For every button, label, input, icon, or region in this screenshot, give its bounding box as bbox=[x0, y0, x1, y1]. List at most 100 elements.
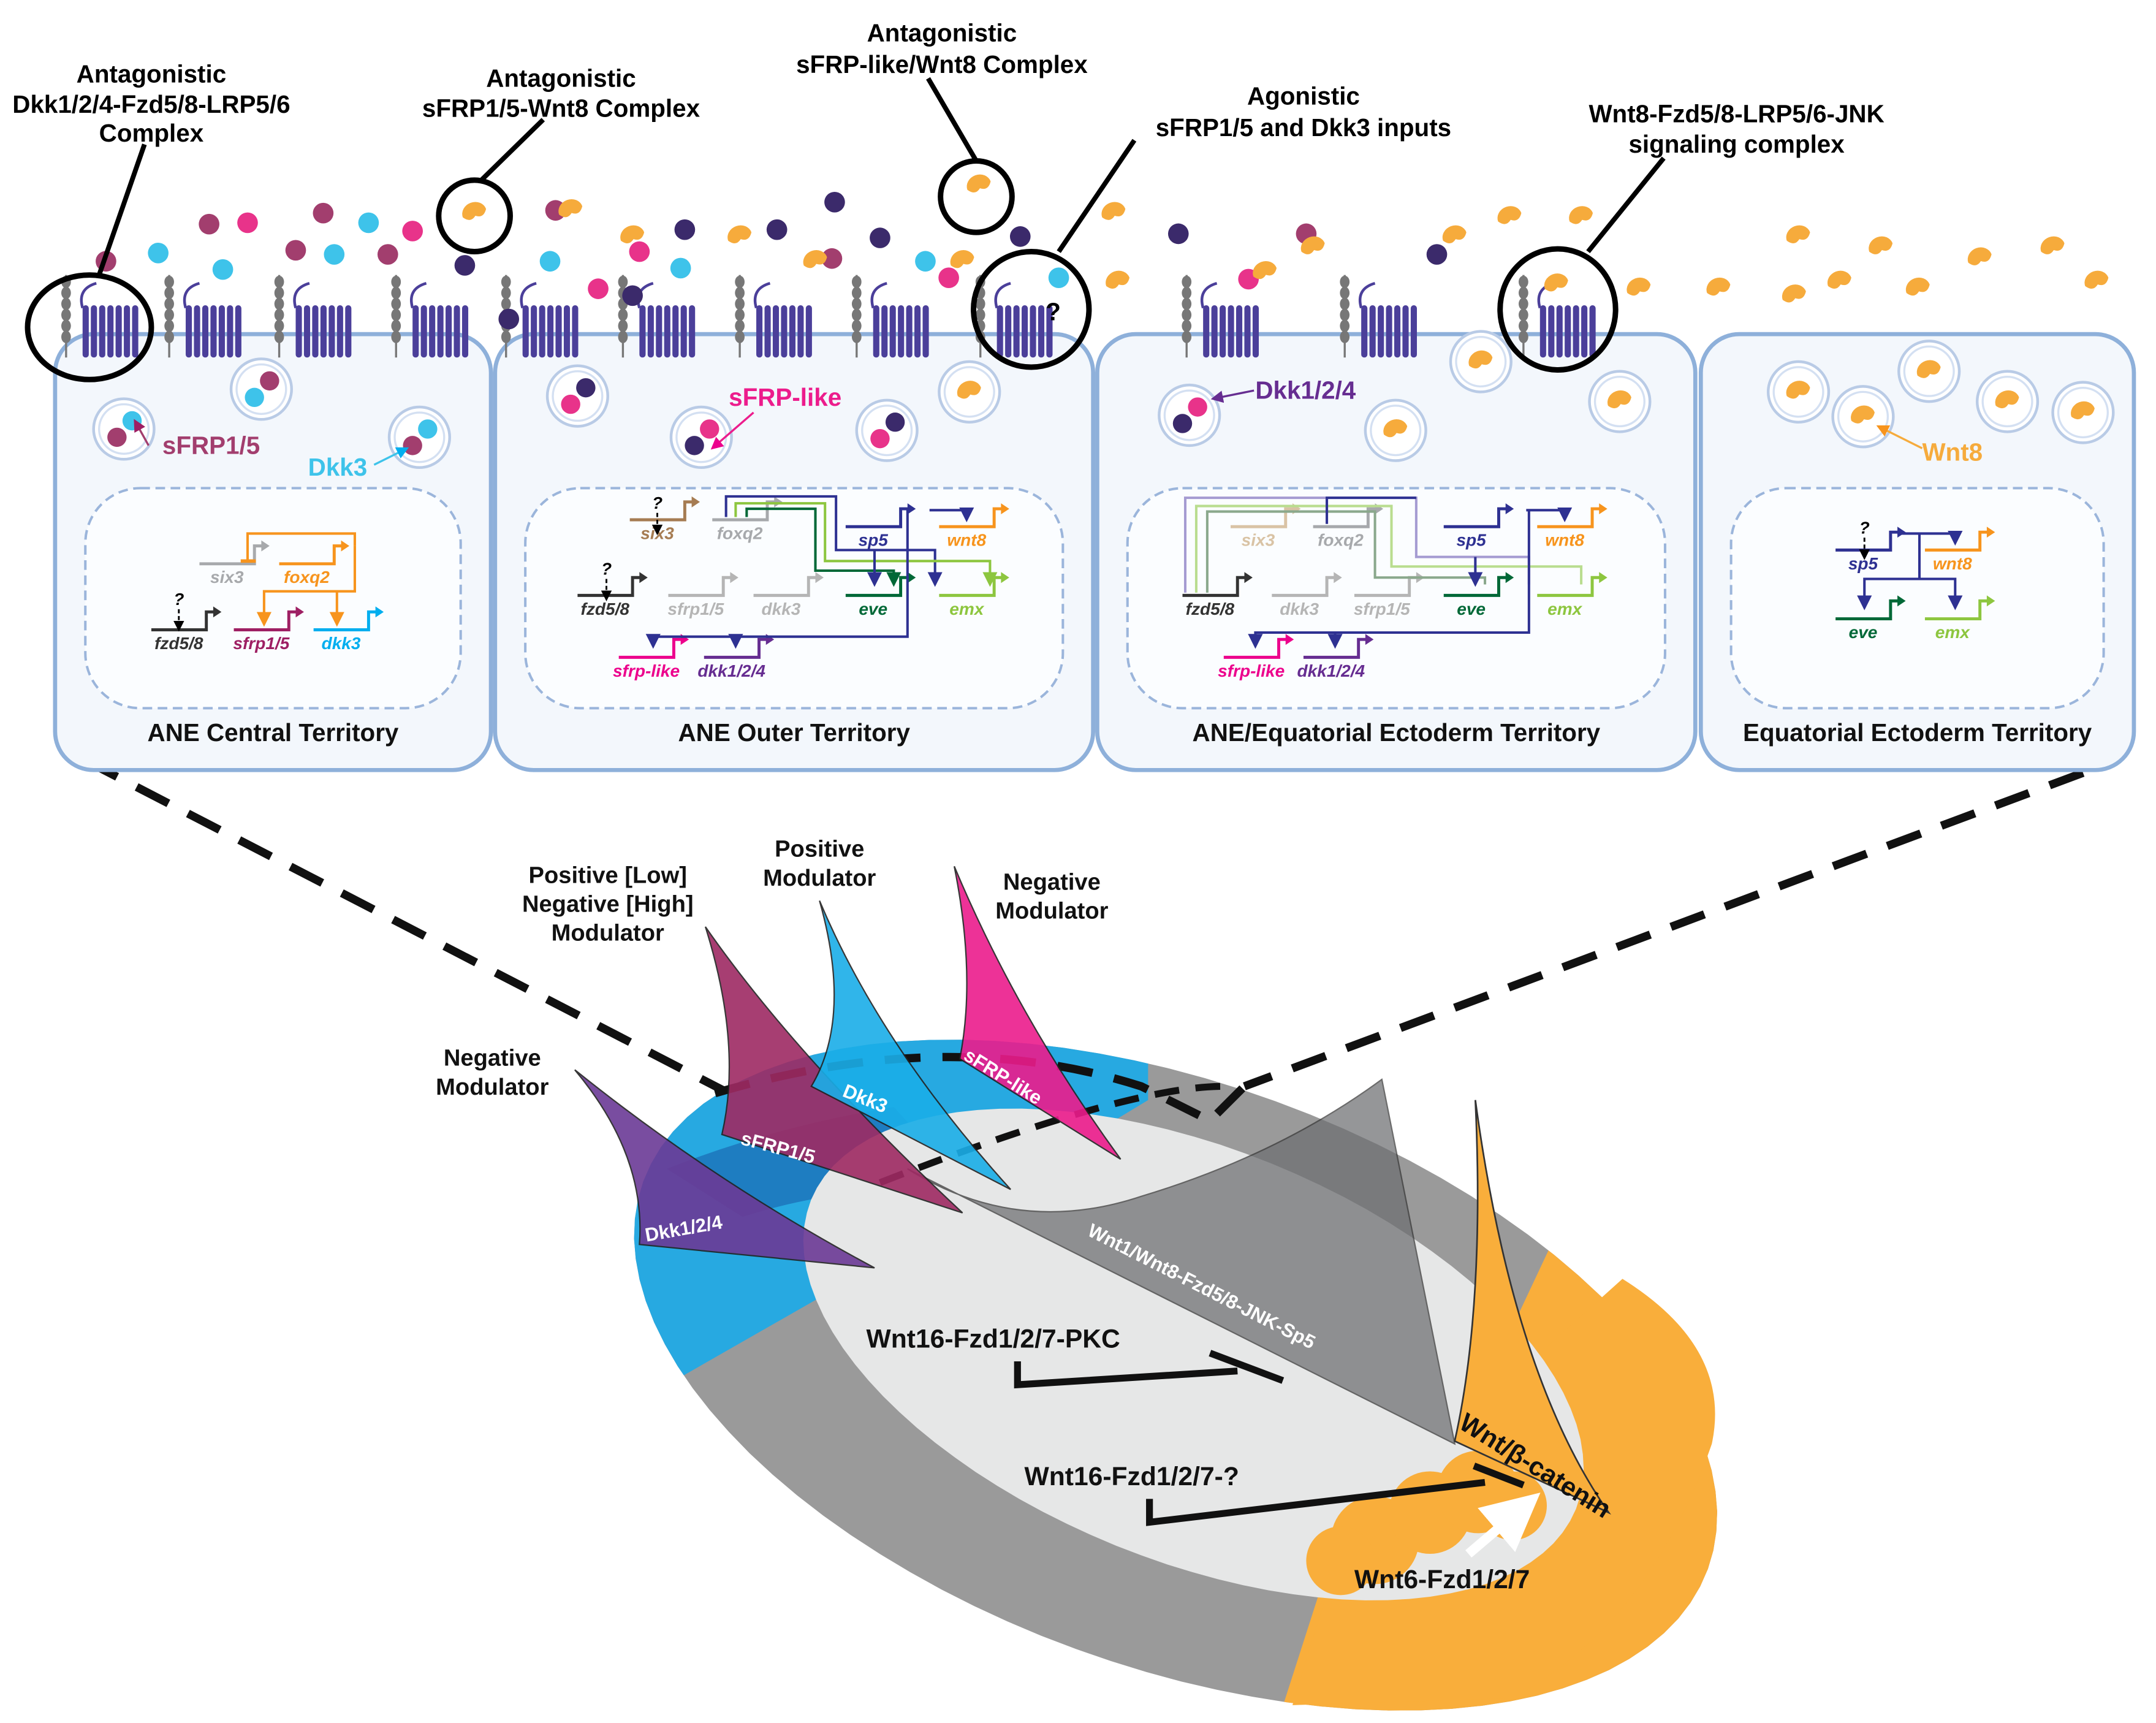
ligand-in-vesicle bbox=[1188, 397, 1207, 417]
nucleus-outline-2 bbox=[1126, 487, 1666, 710]
fzd-transmembrane-helix bbox=[461, 305, 469, 358]
callout-label-line: sFRP1/5-Wnt8 Complex bbox=[422, 94, 700, 123]
gene-promoter-six3 bbox=[199, 544, 263, 566]
vesicle-label-pointer bbox=[1210, 389, 1255, 403]
gene-arrow-icon bbox=[1599, 503, 1608, 515]
fzd-transmembrane-helix bbox=[345, 305, 352, 358]
gene-arrow-icon bbox=[1001, 503, 1009, 515]
gene-arrow-icon bbox=[375, 606, 384, 618]
vesicle-inner-ring bbox=[2057, 386, 2109, 439]
fzd-transmembrane-helix bbox=[1203, 305, 1210, 358]
fzd-transmembrane-helix bbox=[82, 305, 89, 358]
gene-arrow-icon bbox=[691, 496, 700, 508]
fzd-transmembrane-helix bbox=[1539, 305, 1546, 358]
fzd-transmembrane-helix bbox=[91, 305, 97, 358]
beta-catenin-wedge bbox=[1454, 1100, 1611, 1515]
gene-label-six3: six3 bbox=[210, 568, 244, 587]
fzd-transmembrane-helix bbox=[889, 305, 896, 358]
vesicle-inner-ring bbox=[1981, 376, 2033, 428]
gene-arrow-icon bbox=[1599, 572, 1608, 584]
wnt8-ligand bbox=[1782, 284, 1806, 303]
fzd-receptor-lrp-complex bbox=[164, 275, 241, 358]
fzd-transmembrane-helix bbox=[107, 305, 114, 358]
wnt8-ligand bbox=[2040, 236, 2065, 254]
unknown-inhibition-bar bbox=[1473, 1462, 1525, 1489]
gene-label-sp5: sp5 bbox=[1456, 531, 1486, 550]
gene-label-wnt8: wnt8 bbox=[1933, 554, 1972, 573]
fzd-receptor-lrp-complex bbox=[851, 275, 929, 358]
wnt8-ligand bbox=[966, 174, 991, 192]
gene-promoter-wnt8 bbox=[939, 507, 1003, 528]
vesicle-label-pointer bbox=[134, 419, 150, 446]
callout-circle bbox=[25, 272, 154, 382]
vesicle bbox=[92, 397, 156, 461]
fzd-transmembrane-helix bbox=[873, 305, 879, 358]
vesicle-label-wnt8: Wnt8 bbox=[1922, 438, 1983, 466]
fzd-transmembrane-helix bbox=[437, 305, 444, 358]
modulator-caption-line: Negative bbox=[444, 1045, 541, 1071]
fzd-transmembrane-helix bbox=[1252, 305, 1259, 358]
ligand-particle bbox=[148, 242, 169, 264]
modulator-wedge-3 bbox=[953, 865, 1122, 1160]
wnt8-ligand-in-vesicle bbox=[957, 381, 981, 399]
modulator-wedge-1 bbox=[704, 926, 963, 1214]
modulator-caption-line: Modulator bbox=[763, 865, 876, 891]
cell-territories: ANE Central Territory ANE Outer Territory… bbox=[53, 330, 2136, 772]
fzd-n-terminus bbox=[1358, 281, 1376, 309]
unknown-inhibition-line bbox=[1146, 1478, 1486, 1526]
gene-promoter-foxq2 bbox=[1313, 507, 1376, 528]
gene-label-six3: six3 bbox=[1242, 531, 1275, 550]
fzd-transmembrane-helix bbox=[656, 305, 662, 358]
callout-circle bbox=[436, 177, 513, 255]
fzd-transmembrane-helix bbox=[1030, 305, 1036, 358]
fzd-transmembrane-helix bbox=[906, 305, 913, 358]
gene-label-sp5: sp5 bbox=[859, 531, 889, 550]
vesicle bbox=[387, 405, 452, 470]
vesicle bbox=[545, 364, 609, 428]
gene-arrow-icon bbox=[1285, 634, 1294, 645]
vesicle bbox=[229, 357, 294, 421]
gene-promoter-dkk3 bbox=[753, 576, 817, 597]
fzd-transmembrane-helix bbox=[235, 305, 241, 358]
unknown-pathway-label: Wnt16-Fzd1/2/7-? bbox=[1025, 1462, 1239, 1491]
wnt8-ligand bbox=[1101, 202, 1126, 220]
gene-arrow-icon bbox=[1001, 572, 1009, 584]
fzd-transmembrane-helix bbox=[639, 305, 646, 358]
fzd-transmembrane-helix bbox=[1211, 305, 1218, 358]
fzd-transmembrane-helix bbox=[922, 305, 929, 358]
agonistic-question-mark: ? bbox=[1046, 298, 1061, 326]
fzd-transmembrane-helix bbox=[186, 305, 192, 358]
modulator-wedge-0 bbox=[574, 1069, 875, 1269]
gene-promoter-sfrp1/5 bbox=[668, 576, 732, 597]
fzd-receptor-lrp-complex bbox=[1340, 275, 1418, 358]
vesicle-inner-ring bbox=[1837, 390, 1889, 443]
fzd-transmembrane-helix bbox=[202, 305, 209, 358]
territory-title: ANE Outer Territory bbox=[678, 718, 911, 747]
wnt8-ligand-in-vesicle bbox=[1383, 419, 1408, 438]
fzd-transmembrane-helix bbox=[756, 305, 763, 358]
fzd-transmembrane-helix bbox=[210, 305, 217, 358]
gene-arrow-icon bbox=[1897, 527, 1906, 538]
unknown-input-question-mark: ? bbox=[1859, 518, 1870, 537]
fzd-receptor-lrp-complex bbox=[391, 275, 469, 358]
ligand-particle bbox=[622, 285, 643, 306]
ligand-particle bbox=[915, 251, 936, 272]
gene-promoter-dkk3 bbox=[1272, 576, 1335, 597]
vesicle-label-dkk124: Dkk1/2/4 bbox=[1255, 376, 1356, 405]
gene-arrow-icon bbox=[295, 606, 304, 618]
modulator-caption-line: Modulator bbox=[552, 919, 664, 946]
nucleus-outline-0 bbox=[84, 487, 462, 710]
gene-label-dkk3: dkk3 bbox=[761, 599, 800, 618]
wnt8-ligand bbox=[558, 199, 583, 218]
callout-label-line: Agonistic bbox=[1247, 82, 1360, 110]
fzd-n-terminus bbox=[409, 281, 427, 309]
fzd-transmembrane-helix bbox=[789, 305, 795, 358]
jnk-pathway-wedge bbox=[907, 1078, 1456, 1445]
fzd-transmembrane-helix bbox=[1556, 305, 1563, 358]
fzd-transmembrane-helix bbox=[1394, 305, 1401, 358]
wnt8-ligand bbox=[1442, 225, 1467, 243]
gene-arrow-icon bbox=[1986, 595, 1995, 607]
fzd-transmembrane-helix bbox=[1038, 305, 1045, 358]
gene-label-sp5: sp5 bbox=[1848, 554, 1878, 573]
